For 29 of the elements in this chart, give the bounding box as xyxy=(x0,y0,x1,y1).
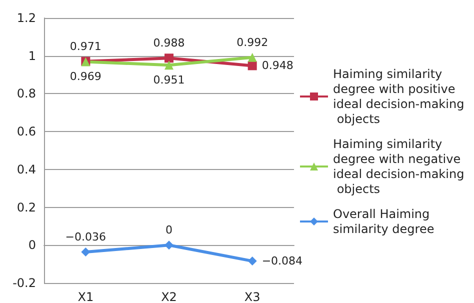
point xyxy=(164,60,174,70)
x-tick-label: X2 xyxy=(161,290,177,303)
point xyxy=(81,247,90,256)
point xyxy=(164,54,174,63)
data-label: 0.992 xyxy=(236,36,268,49)
y-tick-label: 0 xyxy=(28,238,36,252)
data-label: 0.948 xyxy=(262,59,294,72)
legend-label: Overall Haiming similarity degree xyxy=(333,207,434,236)
data-label: −0.084 xyxy=(262,254,303,268)
y-tick-label: 1 xyxy=(28,48,36,63)
data-label: 0.969 xyxy=(70,70,102,84)
y-tick-label: 0.8 xyxy=(16,86,36,101)
y-tick-label: 1.2 xyxy=(16,11,36,25)
y-tick-label: 0.4 xyxy=(16,162,36,176)
data-label: 0.951 xyxy=(153,74,185,87)
x-tick-label: X1 xyxy=(78,290,94,303)
point xyxy=(248,52,257,62)
y-tick-label: 0.2 xyxy=(16,200,36,214)
point xyxy=(164,240,174,250)
legend-label: Haiming similarity degree with negative ideal decision-making objects xyxy=(333,137,464,196)
data-label: −0.036 xyxy=(65,230,106,244)
legend-label: Haiming similarity degree with positive ideal decision-making objects xyxy=(333,67,464,126)
x-tick-label: X3 xyxy=(244,290,260,303)
data-label: 0 xyxy=(166,224,172,237)
y-tick-label: -0.2 xyxy=(12,276,36,290)
point xyxy=(248,256,257,266)
data-label: 0.971 xyxy=(70,40,102,53)
data-label: 0.988 xyxy=(153,36,185,50)
y-tick-label: 0.6 xyxy=(16,124,36,139)
